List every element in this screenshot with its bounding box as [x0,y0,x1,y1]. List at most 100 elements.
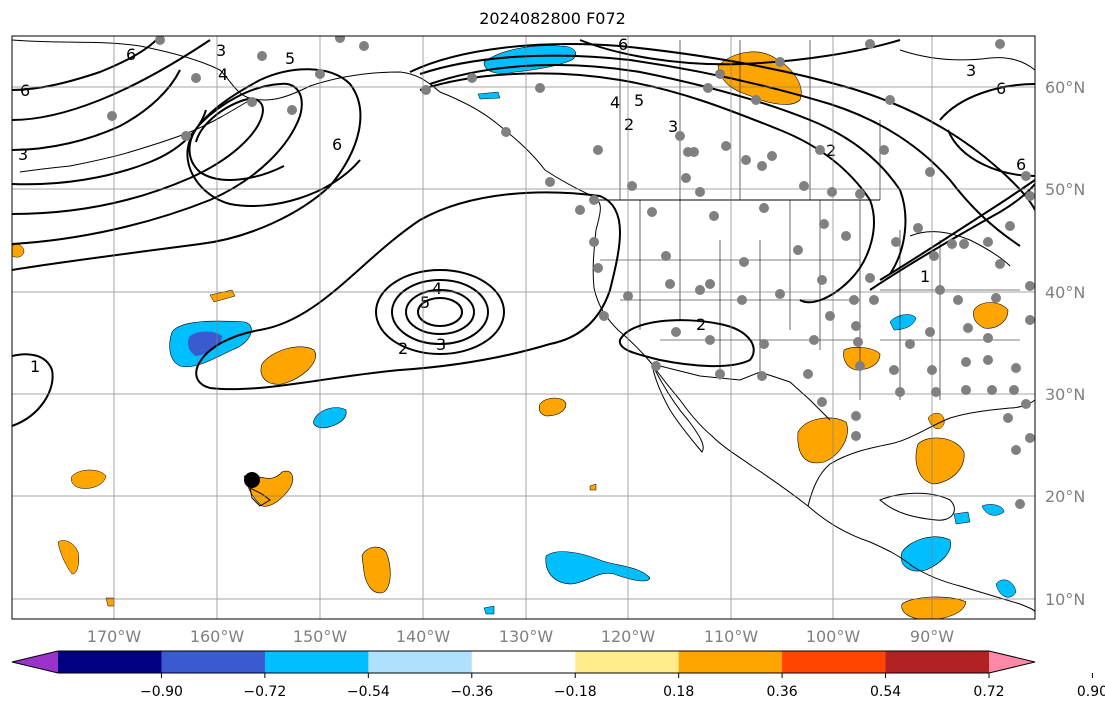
contour-line [419,54,1021,247]
contour-line [12,353,54,427]
contour-line [195,191,621,391]
positive-anomaly [901,596,967,619]
negative-anomaly [995,579,1017,598]
positive-anomaly [973,302,1009,329]
lon-tick-label: 120°W [601,627,656,646]
colorbar-label: −0.36 [450,684,493,700]
colorbar-bin [575,651,680,673]
hawaii-marker [244,472,260,488]
colorbar-outline [11,650,1036,674]
baja-peninsula [651,363,704,453]
negative-anomaly [900,536,951,572]
aleutian-chain [19,99,251,173]
colorbar-bin [161,651,266,673]
contour-label: 6 [618,35,628,54]
lat-tick-label: 60°N [1045,78,1085,97]
colorbar-label: 0.54 [870,684,901,700]
positive-anomaly [361,546,391,594]
contour-line [391,279,489,345]
lat-tick-label: 50°N [1045,180,1085,199]
contour-line [375,269,505,355]
negative-anomaly [981,504,1005,516]
yucatan [879,492,955,521]
contour-line [419,72,875,304]
contour-label: 1 [920,267,930,286]
contour-line [417,297,463,327]
lat-tick-label: 10°N [1045,590,1085,609]
contour-label: 5 [285,49,295,68]
contour-label: 6 [332,135,342,154]
lat-tick-label: 30°N [1045,385,1085,404]
negative-anomaly [545,551,651,585]
colorbar-bin [885,651,990,673]
contour-label: 2 [826,141,836,160]
negative-anomaly [953,511,971,525]
lon-tick-label: 160°W [190,627,245,646]
negative-anomaly [313,407,347,429]
negative-anomaly [477,91,501,100]
contour-label: 5 [634,91,644,110]
contour-label: 4 [218,65,228,84]
contour-line [579,39,901,66]
anomaly-shading [12,45,1017,619]
contour-label: 4 [432,279,442,298]
lat-tick-labels: 60°N 50°N 40°N 30°N 20°N 10°N [1045,78,1085,609]
hudson-bay-edge [899,49,1035,71]
contour-line [12,69,181,151]
contour-label: 3 [436,335,446,354]
negative-anomaly [483,605,495,615]
lon-tick-label: 140°W [396,627,451,646]
gulf-coast [807,399,1035,507]
contour-line [12,39,211,121]
colorbar-label: −0.72 [243,684,286,700]
contour-label: 2 [696,315,706,334]
positive-anomaly [57,540,79,575]
contour-label: 6 [1016,155,1026,174]
map-background [12,36,1035,619]
contour-label: 3 [668,117,678,136]
gridlines [12,36,1035,619]
station-dots [107,36,1035,509]
colorbar-label: −0.90 [140,684,183,700]
colorbar-bin [264,651,369,673]
strong-negative-anomaly [188,331,222,356]
map-title: 2024082800 F072 [479,9,626,28]
positive-anomaly [797,417,848,464]
lon-tick-label: 130°W [499,627,554,646]
colorbar-label: −0.18 [554,684,597,700]
lon-tick-label: 170°W [87,627,142,646]
contour-line [429,63,907,275]
contour-label: 2 [398,339,408,358]
colorbar-label: 0.36 [767,684,798,700]
great-lakes [909,231,1011,267]
contour-label: 3 [966,61,976,80]
contour-label-group: 6 3 4 5 6 3 6 6 4 5 2 3 3 6 4 5 3 2 2 1 … [18,35,1026,376]
lon-tick-label: 150°W [293,627,348,646]
us-west-coast [592,229,1035,613]
positive-anomaly [589,483,597,491]
lon-tick-label: 100°W [806,627,861,646]
colorbar-extend-low [12,651,58,673]
positive-anomaly [71,469,107,489]
negative-anomaly [889,314,917,331]
contour-line [879,179,1035,281]
contour-line [12,82,303,245]
lon-tick-labels: 170°W 160°W 150°W 140°W 130°W 120°W 110°… [87,627,954,646]
contour-label: 6 [126,45,136,64]
contour-line [618,319,755,368]
lon-tick-label: 110°W [704,627,759,646]
colorbar-bin [471,651,576,673]
contour-line [939,83,1035,121]
colorbar-bin [678,651,783,673]
contour-label: 1 [30,357,40,376]
contour-label: 4 [610,93,620,112]
positive-anomaly [538,397,567,417]
colorbar-extend-high [989,651,1035,673]
lat-tick-label: 40°N [1045,283,1085,302]
colorbar-bin [368,651,473,673]
colorbar-label: 0.90 [1077,684,1105,700]
colorbar-label: 0.72 [973,684,1004,700]
contour-label: 6 [996,79,1006,98]
positive-anomaly [915,437,965,485]
lat-tick-label: 20°N [1045,487,1085,506]
